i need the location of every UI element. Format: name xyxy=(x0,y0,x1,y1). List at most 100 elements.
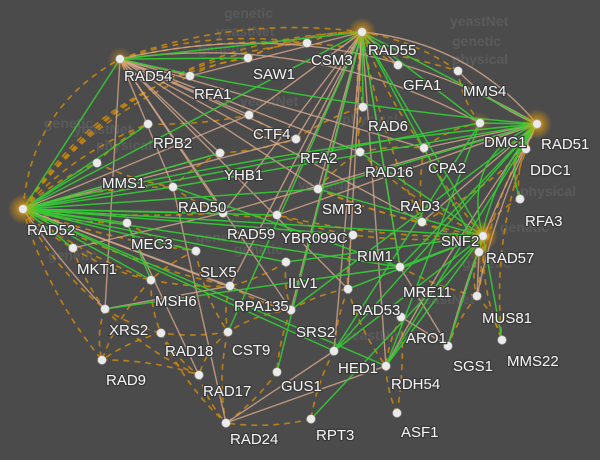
node-label-gfa1[interactable]: GFA1 xyxy=(402,76,443,96)
edge-genetic-dashed[interactable] xyxy=(229,285,292,311)
graph-node-rad57[interactable] xyxy=(474,247,484,257)
graph-node-rad53[interactable] xyxy=(343,284,353,294)
edge-genetic-dashed[interactable] xyxy=(22,162,98,210)
node-label-mms22[interactable]: MMS22 xyxy=(506,352,560,372)
graph-node-xrs2[interactable] xyxy=(100,304,110,314)
graph-node-rad50[interactable] xyxy=(168,182,178,192)
node-label-mms4[interactable]: MMS4 xyxy=(462,82,508,102)
node-label-rad54[interactable]: RAD54 xyxy=(123,67,174,87)
edge-genetic-dashed[interactable] xyxy=(160,331,229,336)
graph-node-cst9[interactable] xyxy=(223,327,233,337)
edge-genetic-dashed[interactable] xyxy=(447,295,478,347)
edge-genetic-dashed[interactable] xyxy=(359,151,484,237)
edge-green[interactable] xyxy=(22,208,287,263)
graph-node-rad3[interactable] xyxy=(417,217,427,227)
graph-node-snf2[interactable] xyxy=(478,231,488,241)
graph-node-rad51[interactable] xyxy=(532,119,542,129)
node-label-rpt3[interactable]: RPT3 xyxy=(315,426,356,446)
edge-genetic-dashed[interactable] xyxy=(225,418,312,427)
edge-green[interactable] xyxy=(119,57,249,60)
node-label-rad18[interactable]: RAD18 xyxy=(164,342,215,362)
node-label-mkt1[interactable]: MKT1 xyxy=(76,260,119,280)
edge-green[interactable] xyxy=(276,31,363,373)
node-label-csm3[interactable]: CSM3 xyxy=(310,51,354,71)
edge-green[interactable] xyxy=(333,235,484,352)
edge-genetic-dashed[interactable] xyxy=(227,309,292,333)
graph-node-rad16[interactable] xyxy=(355,147,365,157)
edge-genetic-dashed[interactable] xyxy=(276,309,292,373)
graph-node-ddc1[interactable] xyxy=(521,144,531,154)
edge-green[interactable] xyxy=(22,208,354,236)
graph-node-rpb2[interactable] xyxy=(143,119,153,129)
edge-genetic-dashed[interactable] xyxy=(101,359,200,376)
edge-green[interactable] xyxy=(317,188,484,237)
graph-node-rad55[interactable] xyxy=(357,27,367,37)
edge-physical[interactable] xyxy=(172,186,227,424)
edge-physical[interactable] xyxy=(22,208,231,287)
edge-genetic-dashed[interactable] xyxy=(359,146,425,153)
node-label-rad59[interactable]: RAD59 xyxy=(226,225,277,245)
edge-genetic-dashed[interactable] xyxy=(147,114,250,126)
edge-green[interactable] xyxy=(359,151,484,237)
edge-green[interactable] xyxy=(22,188,319,210)
edge-green[interactable] xyxy=(310,235,484,420)
node-label-cpa2[interactable]: CPA2 xyxy=(427,159,468,179)
graph-node-rad17[interactable] xyxy=(194,370,204,380)
node-label-rdh54[interactable]: RDH54 xyxy=(390,375,442,395)
edge-physical[interactable] xyxy=(248,31,363,116)
node-label-asf1[interactable]: ASF1 xyxy=(400,423,440,443)
edge-physical[interactable] xyxy=(421,123,538,223)
edge-green[interactable] xyxy=(347,235,484,290)
graph-node-rfa3[interactable] xyxy=(515,194,525,204)
edge-physical[interactable] xyxy=(189,31,363,77)
graph-node-ctf4[interactable] xyxy=(244,110,254,120)
edge-physical[interactable] xyxy=(276,123,538,216)
edge-physical[interactable] xyxy=(225,365,387,424)
edge-green[interactable] xyxy=(361,31,401,268)
node-label-sgs1[interactable]: SGS1 xyxy=(452,357,495,377)
graph-node-mus81[interactable] xyxy=(472,291,482,301)
node-label-ctf4[interactable]: CTF4 xyxy=(252,125,292,145)
node-label-dmc1[interactable]: DMC1 xyxy=(483,133,528,153)
edge-genetic-dashed[interactable] xyxy=(160,332,227,424)
edge-genetic-dashed[interactable] xyxy=(221,331,229,424)
edge-genetic-dashed[interactable] xyxy=(104,308,162,334)
edge-green[interactable] xyxy=(477,123,538,237)
edge-genetic-dashed[interactable] xyxy=(361,31,425,149)
node-label-msh6[interactable]: MSH6 xyxy=(154,292,198,312)
edge-green[interactable] xyxy=(399,123,538,268)
edge-green[interactable] xyxy=(126,222,152,281)
node-label-rad53[interactable]: RAD53 xyxy=(351,301,402,321)
edge-physical[interactable] xyxy=(119,58,297,140)
node-label-rad6[interactable]: RAD6 xyxy=(367,117,410,137)
edge-green[interactable] xyxy=(227,31,363,333)
graph-node-cpa2[interactable] xyxy=(419,143,429,153)
edge-genetic-dashed[interactable] xyxy=(396,316,404,414)
node-label-mus81[interactable]: MUS81 xyxy=(481,309,534,329)
edge-genetic-dashed[interactable] xyxy=(172,186,224,214)
node-label-yhb1[interactable]: YHB1 xyxy=(223,166,265,186)
graph-node-mkt1[interactable] xyxy=(68,243,78,253)
edge-genetic-dashed[interactable] xyxy=(104,308,200,376)
edge-physical[interactable] xyxy=(119,58,423,223)
edge-genetic-dashed[interactable] xyxy=(22,58,121,210)
edge-physical[interactable] xyxy=(119,58,319,190)
node-label-rpb2[interactable]: RPB2 xyxy=(152,134,194,154)
edge-genetic-dashed[interactable] xyxy=(101,279,152,361)
edge-genetic-dashed[interactable] xyxy=(119,26,363,60)
graph-node-rad24[interactable] xyxy=(221,418,231,428)
edge-physical[interactable] xyxy=(72,212,224,249)
node-label-ybr099c[interactable]: YBR099C xyxy=(280,229,349,249)
edge-genetic-dashed[interactable] xyxy=(72,247,152,281)
node-label-gus1[interactable]: GUS1 xyxy=(280,377,323,397)
node-label-cst9[interactable]: CST9 xyxy=(231,341,272,361)
graph-node-rad6[interactable] xyxy=(358,102,368,112)
edge-green[interactable] xyxy=(22,123,149,210)
node-label-ilv1[interactable]: ILV1 xyxy=(287,274,319,294)
node-label-slx5[interactable]: SLX5 xyxy=(199,263,238,283)
edge-green[interactable] xyxy=(361,31,480,253)
graph-node-rdh54[interactable] xyxy=(381,361,391,371)
edge-green[interactable] xyxy=(361,31,484,237)
